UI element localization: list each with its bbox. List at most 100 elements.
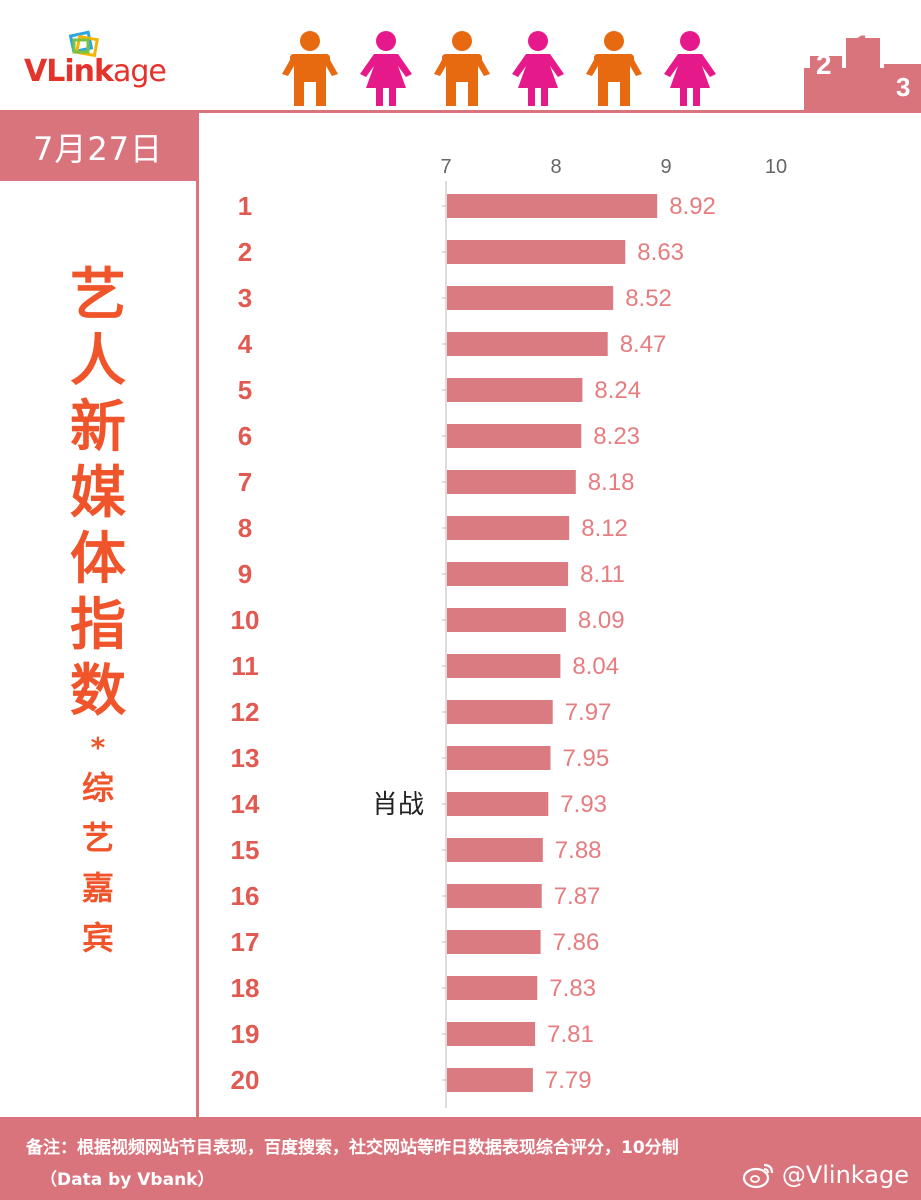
- bar: [447, 930, 541, 954]
- header-divider: [0, 110, 921, 113]
- rank-label: 12: [231, 697, 260, 727]
- bar-chart-svg: 7 8 9 10 1 8.92 2 8.63 3 8.52 4 8.47 5 8.24 6 8.23 7 8.18…: [231, 156, 787, 1108]
- weibo-icon: [742, 1163, 773, 1189]
- rank-label: 16: [231, 881, 260, 911]
- rank-label: 9: [238, 559, 252, 589]
- value-label: 7.93: [560, 791, 607, 818]
- rank-label: 10: [231, 605, 260, 635]
- podium-label-1: 1: [854, 30, 871, 63]
- value-label: 8.63: [637, 239, 684, 266]
- value-label: 7.83: [549, 975, 596, 1002]
- rank-label: 14: [231, 789, 260, 819]
- bar: [447, 608, 566, 632]
- x-tick-label: 9: [660, 156, 671, 178]
- bar: [447, 1022, 536, 1046]
- podium-icon: 2 1 3: [804, 30, 921, 112]
- rank-label: 6: [238, 421, 252, 451]
- bar: [447, 792, 549, 816]
- title-char: 艺: [70, 263, 126, 328]
- value-label: 7.88: [555, 837, 602, 864]
- bar: [447, 194, 658, 218]
- rank-label: 8: [238, 513, 252, 543]
- bar: [447, 976, 538, 1000]
- rank-label: 4: [238, 329, 253, 359]
- podium-label-3: 3: [896, 72, 910, 102]
- rank-label: 17: [231, 927, 260, 957]
- bar: [447, 470, 576, 494]
- weibo-handle[interactable]: @Vlinkage: [742, 1161, 909, 1189]
- podium-label-2: 2: [816, 49, 832, 80]
- male-figure-icon: [282, 31, 338, 106]
- value-label: 7.81: [547, 1021, 594, 1048]
- date-label: 7月27日: [0, 113, 196, 181]
- value-label: 8.04: [572, 653, 619, 680]
- footer-data-source: （Data by Vbank）: [40, 1170, 215, 1190]
- bar: [447, 332, 608, 356]
- x-tick-label: 10: [765, 156, 787, 178]
- footer: 备注：根据视频网站节目表现，百度搜索，社交网站等昨日数据表现综合评分，10分制 …: [0, 1117, 921, 1200]
- value-label: 8.47: [620, 331, 667, 358]
- title-char: 数: [70, 659, 126, 724]
- title-char: 媒: [70, 461, 126, 526]
- value-label: 8.24: [594, 377, 641, 404]
- rank-label: 20: [231, 1065, 260, 1095]
- title-star: *: [90, 731, 106, 764]
- value-label: 7.86: [553, 929, 600, 956]
- female-figure-icon: [360, 31, 412, 106]
- title-char: 新: [70, 395, 126, 460]
- bar: [447, 746, 551, 770]
- bar: [447, 240, 626, 264]
- rank-label: 2: [238, 237, 252, 267]
- bar: [447, 884, 542, 908]
- header: VLinkage 2: [0, 0, 921, 113]
- rank-label: 7: [238, 467, 252, 497]
- bar: [447, 286, 614, 310]
- value-label: 7.87: [554, 883, 601, 910]
- logo-text: VLinkage: [24, 54, 167, 89]
- rank-label: 11: [231, 651, 259, 681]
- bar: [447, 562, 569, 586]
- title-char: 人: [70, 329, 126, 394]
- bar: [447, 654, 561, 678]
- subtitle-char: 综: [81, 769, 114, 807]
- bar: [447, 838, 543, 862]
- value-label: 8.18: [588, 469, 635, 496]
- rank-label: 1: [238, 191, 252, 221]
- subtitle-char: 宾: [81, 919, 114, 957]
- left-panel: 7月27日 艺 人 新 媒 体 指 数 * 综 艺 嘉 宾: [0, 113, 199, 1117]
- rank-label: 5: [238, 375, 252, 405]
- rank-label: 3: [238, 283, 252, 313]
- bar: [447, 378, 583, 402]
- title-char: 体: [70, 527, 126, 592]
- people-icons-row: [280, 30, 730, 106]
- value-label: 8.11: [580, 561, 625, 588]
- rank-label: 19: [231, 1019, 260, 1049]
- bar: [447, 516, 570, 540]
- artist-name-label: 肖战: [372, 790, 424, 820]
- female-figure-icon: [664, 31, 716, 106]
- value-label: 8.23: [593, 423, 640, 450]
- female-figure-icon: [512, 31, 564, 106]
- value-label: 7.95: [563, 745, 610, 772]
- logo-mark-icon: [68, 30, 99, 58]
- footer-note: 备注：根据视频网站节目表现，百度搜索，社交网站等昨日数据表现综合评分，10分制: [26, 1138, 679, 1158]
- bar-chart: 7 8 9 10 1 8.92 2 8.63 3 8.52 4 8.47 5 8.24 6 8.23 7 8.18…: [199, 113, 921, 1117]
- subtitle-char: 艺: [81, 819, 114, 857]
- title-char: 指: [70, 593, 126, 658]
- rank-label: 18: [231, 973, 260, 1003]
- bar: [447, 700, 553, 724]
- value-label: 8.12: [581, 515, 628, 542]
- rank-label: 15: [231, 835, 260, 865]
- x-tick-label: 7: [440, 156, 451, 178]
- value-label: 8.92: [669, 193, 716, 220]
- value-label: 7.97: [565, 699, 612, 726]
- weibo-handle-text: @Vlinkage: [781, 1161, 909, 1189]
- value-label: 8.09: [578, 607, 625, 634]
- value-label: 8.52: [625, 285, 672, 312]
- male-figure-icon: [586, 31, 642, 106]
- rank-label: 13: [231, 743, 260, 773]
- chart-title: 艺 人 新 媒 体 指 数 * 综 艺 嘉 宾: [0, 263, 196, 963]
- vlinkage-logo: VLinkage: [24, 30, 194, 90]
- subtitle-char: 嘉: [81, 869, 114, 907]
- bar: [447, 424, 582, 448]
